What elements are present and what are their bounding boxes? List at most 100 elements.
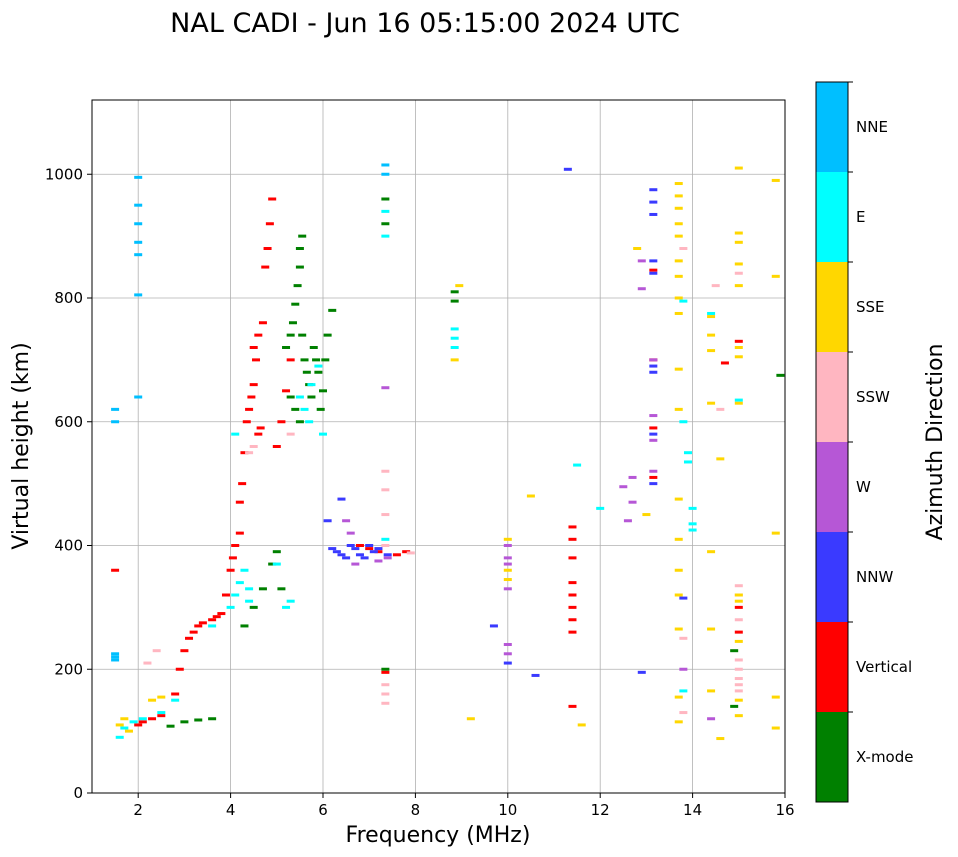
data-point bbox=[319, 389, 327, 393]
colorbar-category-label: NNW bbox=[856, 568, 893, 586]
data-point bbox=[406, 551, 415, 555]
data-point bbox=[674, 537, 683, 541]
data-point bbox=[503, 568, 512, 572]
series-nne bbox=[111, 163, 390, 662]
data-point bbox=[503, 556, 512, 560]
data-point bbox=[249, 346, 258, 349]
data-point bbox=[120, 717, 129, 721]
data-point bbox=[637, 670, 646, 674]
data-point bbox=[381, 209, 390, 213]
data-point bbox=[776, 373, 785, 377]
data-point bbox=[374, 547, 383, 551]
data-point bbox=[157, 695, 166, 699]
data-point bbox=[734, 166, 743, 170]
series-sse bbox=[115, 166, 780, 741]
data-point bbox=[249, 383, 258, 387]
data-point bbox=[707, 689, 716, 693]
data-point bbox=[734, 231, 743, 235]
x-tick-label: 2 bbox=[133, 801, 143, 819]
colorbar-category-label: Vertical bbox=[856, 658, 912, 676]
series-w bbox=[342, 259, 716, 721]
data-point bbox=[674, 206, 683, 210]
x-tick-label: 8 bbox=[411, 801, 421, 819]
data-point bbox=[254, 432, 263, 436]
data-point bbox=[649, 271, 658, 275]
data-point bbox=[180, 649, 189, 653]
x-tick-label: 10 bbox=[498, 801, 517, 819]
data-point bbox=[674, 182, 683, 186]
data-point bbox=[649, 426, 658, 430]
data-point bbox=[596, 506, 605, 510]
data-point bbox=[115, 735, 124, 739]
data-point bbox=[332, 550, 341, 554]
data-point bbox=[360, 556, 369, 560]
data-point bbox=[679, 596, 688, 600]
data-point bbox=[679, 636, 688, 640]
data-point bbox=[568, 537, 577, 541]
data-point bbox=[707, 627, 716, 631]
data-point bbox=[503, 587, 512, 591]
data-point bbox=[231, 593, 240, 597]
data-point bbox=[286, 395, 295, 399]
data-point bbox=[134, 253, 143, 257]
data-point bbox=[734, 667, 743, 671]
data-point bbox=[238, 482, 247, 486]
data-point bbox=[312, 358, 321, 362]
data-point bbox=[221, 593, 230, 597]
data-point bbox=[115, 723, 124, 727]
data-point bbox=[282, 346, 291, 349]
data-point bbox=[577, 723, 586, 727]
data-point bbox=[277, 587, 286, 591]
data-point bbox=[381, 537, 390, 541]
data-point bbox=[298, 234, 307, 238]
data-point bbox=[291, 302, 300, 306]
data-point bbox=[286, 432, 295, 436]
data-point bbox=[734, 639, 743, 643]
data-point bbox=[235, 581, 244, 585]
x-tick-label: 14 bbox=[683, 801, 702, 819]
data-point bbox=[245, 587, 254, 591]
data-point bbox=[323, 519, 332, 523]
data-point bbox=[683, 451, 692, 455]
data-point bbox=[134, 293, 143, 297]
data-point bbox=[730, 704, 739, 708]
colorbar-category-label: X-mode bbox=[856, 748, 913, 766]
data-point bbox=[351, 562, 360, 566]
data-point bbox=[272, 562, 281, 566]
data-point bbox=[272, 550, 281, 554]
data-point bbox=[240, 624, 249, 628]
colorbar-category-label: E bbox=[856, 208, 865, 226]
data-point bbox=[369, 550, 378, 554]
data-point bbox=[381, 488, 390, 492]
data-point bbox=[734, 262, 743, 266]
data-point bbox=[305, 420, 314, 424]
data-point bbox=[138, 720, 147, 724]
data-point bbox=[111, 568, 120, 572]
data-point bbox=[235, 531, 244, 535]
data-point bbox=[734, 240, 743, 244]
data-point bbox=[231, 544, 240, 547]
colorbar-swatch-nnw bbox=[816, 532, 848, 622]
data-point bbox=[674, 407, 683, 411]
data-point bbox=[489, 624, 498, 628]
data-point bbox=[240, 568, 249, 572]
data-point bbox=[674, 695, 683, 699]
data-point bbox=[568, 618, 577, 622]
data-point bbox=[734, 683, 743, 687]
data-point bbox=[683, 460, 692, 464]
x-tick-label: 16 bbox=[775, 801, 794, 819]
data-point bbox=[503, 537, 512, 541]
data-point bbox=[111, 407, 120, 411]
data-point bbox=[450, 299, 459, 303]
data-point bbox=[649, 358, 658, 362]
data-point bbox=[771, 726, 780, 730]
data-point bbox=[649, 475, 658, 479]
data-point bbox=[734, 605, 743, 609]
data-point bbox=[293, 284, 302, 288]
data-point bbox=[268, 562, 277, 566]
data-point bbox=[568, 581, 577, 585]
colorbar-swatch-vertical bbox=[816, 622, 848, 712]
data-point bbox=[286, 358, 295, 362]
data-point bbox=[503, 652, 512, 656]
data-point bbox=[134, 222, 143, 226]
